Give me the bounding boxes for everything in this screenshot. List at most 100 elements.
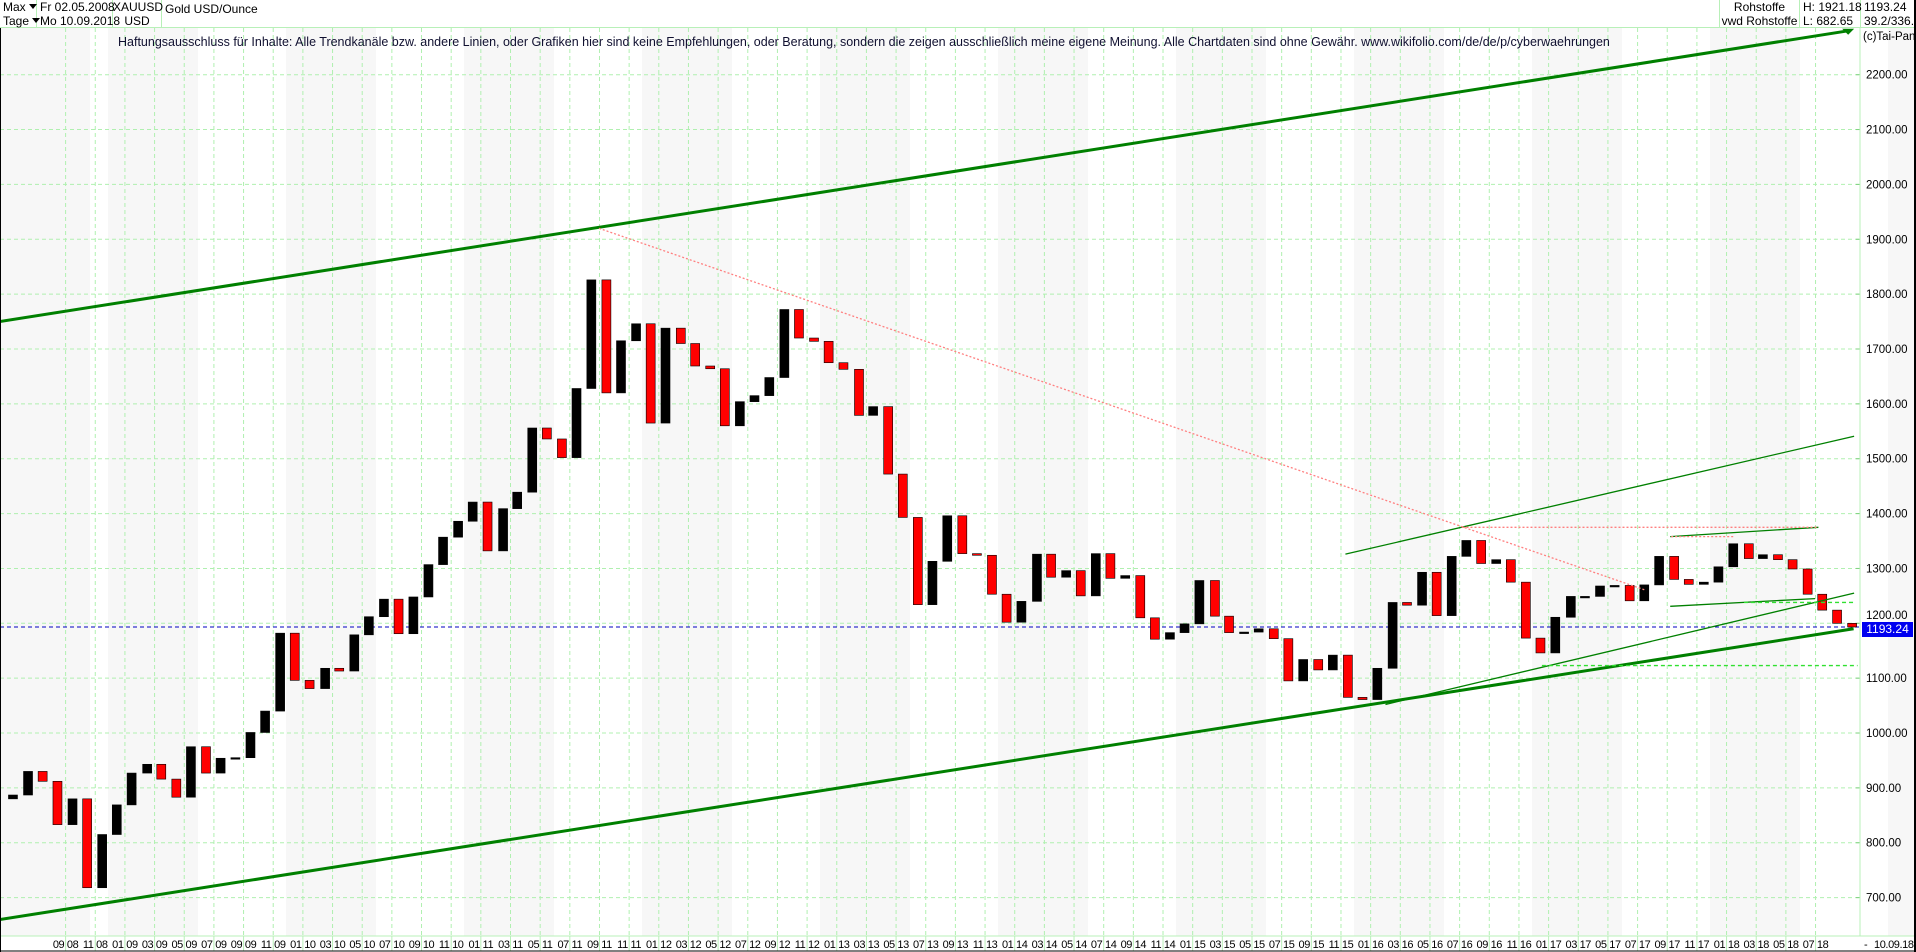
price-candle xyxy=(260,710,270,733)
price-candle xyxy=(1372,667,1383,700)
y-tick-label: 2200.00 xyxy=(1866,70,1908,82)
x-tick-label: 03 16 xyxy=(1388,939,1414,951)
price-candle xyxy=(438,536,448,565)
price-candle xyxy=(1595,585,1605,597)
price-candle xyxy=(1506,559,1516,583)
chevron-down-icon xyxy=(28,4,37,9)
interval-value: Tage xyxy=(3,14,30,28)
price-candle xyxy=(631,323,641,342)
price-candle xyxy=(645,323,656,424)
currency: USD xyxy=(124,14,150,28)
price-candle xyxy=(1609,585,1620,588)
price-candle xyxy=(1744,543,1754,559)
x-tick-label: 01 18 xyxy=(1714,939,1740,951)
price-candle xyxy=(1431,571,1442,616)
interval-dropdown[interactable]: Tage xyxy=(3,14,41,28)
price-candle xyxy=(1165,632,1175,640)
x-tick-label: 09 09 xyxy=(231,939,257,951)
high-low-cell: H: 1921.18 L: 682.65 xyxy=(1800,0,1862,28)
price-candle xyxy=(527,427,538,493)
last-cell: 1193.24 39.2/336.2 xyxy=(1861,0,1916,28)
price-candle xyxy=(1639,584,1650,602)
price-candle xyxy=(334,667,345,672)
period-selector[interactable]: Max Tage xyxy=(0,0,41,28)
price-candle xyxy=(97,834,107,889)
price-candle xyxy=(1268,628,1279,639)
x-tick-label: 03 18 xyxy=(1743,939,1769,951)
trendline-lower-channel xyxy=(0,627,1854,922)
y-tick-label: 1000.00 xyxy=(1866,728,1908,740)
price-candle xyxy=(423,564,434,598)
price-candle xyxy=(1699,581,1709,585)
x-tick-label: 05 16 xyxy=(1417,939,1443,951)
y-tick-label: 700.00 xyxy=(1866,893,1901,905)
price-candle xyxy=(23,771,33,796)
y-tick-label: 900.00 xyxy=(1866,783,1901,795)
date-range: Fr 02.05.2008 Mo 10.09.2018 xyxy=(37,0,120,28)
trendline-bottom-2017-2018 xyxy=(1670,597,1816,607)
price-candle xyxy=(1090,553,1101,597)
y-tick-label: 2100.00 xyxy=(1866,125,1908,137)
x-tick-label: 03 15 xyxy=(1210,939,1236,951)
x-tick-label: 03 11 xyxy=(498,939,523,951)
shaded-band xyxy=(642,28,732,936)
x-tick-label: 05 15 xyxy=(1239,939,1265,951)
x-tick-label: 09 12 xyxy=(765,939,791,951)
x-tick-label: 11 16 xyxy=(1507,939,1532,951)
price-candle xyxy=(1683,579,1694,585)
period-low: L: 682.65 xyxy=(1803,14,1854,28)
x-tick-label: 11 09 xyxy=(261,939,286,951)
range-dropdown[interactable]: Max xyxy=(3,0,37,14)
price-candle xyxy=(1150,617,1160,640)
price-candle xyxy=(467,501,478,522)
shaded-band xyxy=(1532,28,1622,936)
price-candle xyxy=(171,778,182,798)
x-end-dash: - xyxy=(1864,939,1868,951)
x-tick-label: 01 14 xyxy=(1002,939,1028,951)
price-candle xyxy=(1491,559,1502,564)
price-candle xyxy=(349,634,360,672)
x-tick-label: 11 14 xyxy=(1151,939,1176,951)
price-candle xyxy=(779,309,790,378)
y-tick-label: 1100.00 xyxy=(1866,673,1907,685)
price-candle xyxy=(897,473,908,518)
y-tick-label: 1800.00 xyxy=(1866,289,1908,301)
price-candle xyxy=(690,343,700,367)
price-candle xyxy=(215,757,226,774)
candles xyxy=(8,279,1857,889)
trendline-arrow-icon xyxy=(1842,28,1855,35)
copyright: (c)Tai-Pan xyxy=(1863,31,1916,43)
trendline-downtrend xyxy=(598,227,1647,591)
x-tick-label: 01 16 xyxy=(1358,939,1384,951)
price-candle xyxy=(794,309,804,339)
price-candle xyxy=(186,746,196,798)
x-tick-label: 03 12 xyxy=(676,939,702,951)
x-tick-label: 07 09 xyxy=(201,939,227,951)
price-candle xyxy=(1624,585,1635,602)
price-candle xyxy=(82,798,92,889)
y-tick-label: 1900.00 xyxy=(1866,234,1908,246)
price-candle xyxy=(720,368,730,427)
x-tick-label: 05 14 xyxy=(1061,939,1087,951)
price-candle xyxy=(1847,622,1857,628)
x-tick-label: 09 15 xyxy=(1299,939,1325,951)
x-tick-label: 03 17 xyxy=(1565,939,1591,951)
price-candle xyxy=(1580,596,1590,599)
shaded-band xyxy=(998,28,1088,936)
x-tick-label: 09 17 xyxy=(1654,939,1680,951)
shaded-band xyxy=(108,28,198,936)
price-candle xyxy=(927,561,938,605)
price-candle xyxy=(1417,571,1427,606)
price-candle xyxy=(408,596,419,635)
x-tick-label: 09 16 xyxy=(1477,939,1503,951)
shaded-band xyxy=(464,28,554,936)
x-tick-label: 01 09 xyxy=(112,939,138,951)
price-candle xyxy=(1402,602,1412,606)
y-tick-label: 1600.00 xyxy=(1866,399,1908,411)
price-candle xyxy=(482,501,493,552)
shaded-band xyxy=(1354,28,1444,936)
price-candle xyxy=(972,553,982,556)
x-tick-label: 07 12 xyxy=(735,939,761,951)
last-price-marker: 1193.24 xyxy=(1862,622,1913,637)
